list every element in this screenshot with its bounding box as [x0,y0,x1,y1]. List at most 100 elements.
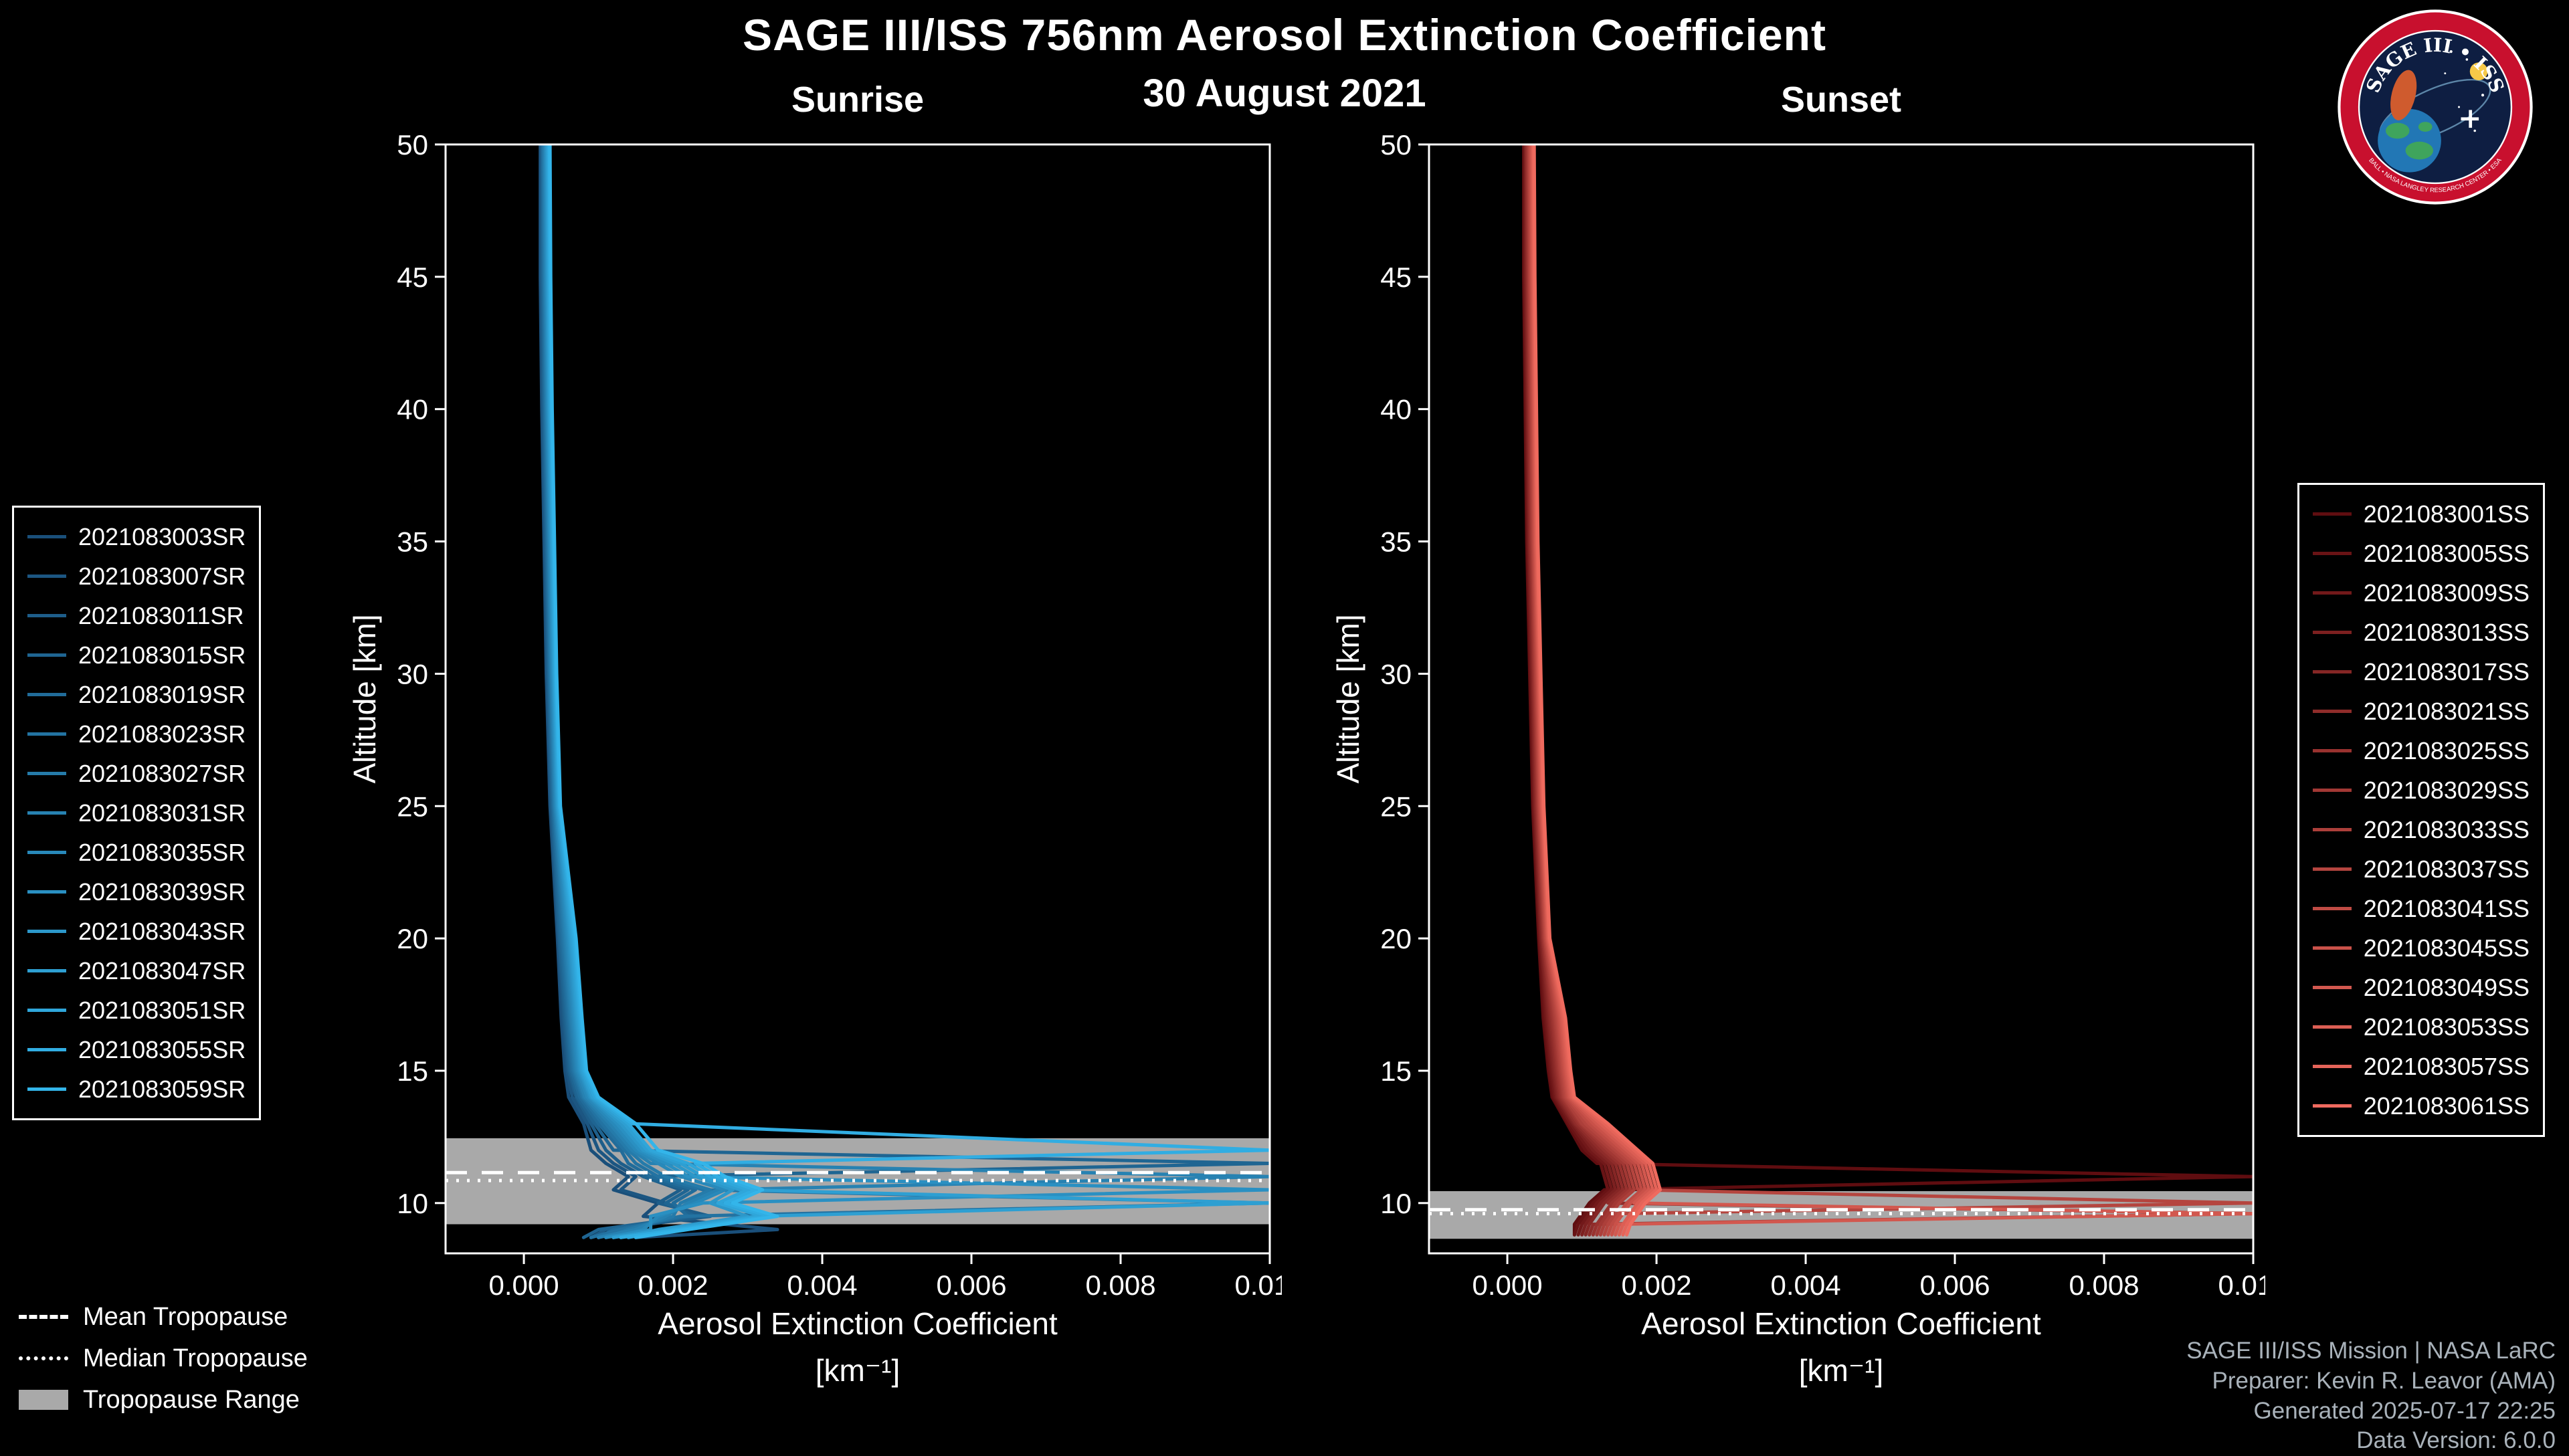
legend-item-label: 2021083045SS [2363,934,2530,962]
sunset-panel-title: Sunset [1780,80,1902,120]
legend-line-swatch [2312,552,2352,555]
y-tick-label: 40 [397,394,428,425]
logo-stars [2444,50,2485,132]
legend-line-swatch [2312,907,2352,910]
legend-item-label: 2021083019SR [78,680,246,708]
legend-line-swatch [27,772,66,775]
sunrise-x-axis-units: [km⁻¹] [815,1353,900,1388]
y-tick-label: 30 [397,658,428,690]
sunset-legend: 2021083001SS 2021083005SS 2021083009SS 2021… [2297,483,2545,1137]
x-tick-label: 0.008 [1085,1269,1155,1301]
logo-sun-icon [2469,62,2488,81]
sunrise-plot: 0.000 0.002 0.004 0.006 0.008 0.010 10 15 20 25 30… [359,129,1305,1320]
sunset-chart-svg: 0.000 0.002 0.004 0.006 0.008 0.010 10 15 20 25 30… [1380,129,2288,1301]
legend-item-label: 2021083001SS [2363,500,2530,528]
x-tick-label: 0.004 [1770,1269,1840,1301]
legend-line-swatch [2312,512,2352,516]
legend-item: 2021083019SR [27,675,246,714]
legend-item-label: 2021083005SS [2363,539,2530,567]
legend-line-swatch [2312,789,2352,792]
sunrise-panel-title: Sunrise [791,80,925,120]
legend-line-swatch [27,969,66,972]
logo-earth-icon [2378,108,2441,173]
legend-line-swatch [27,851,66,854]
x-tick-label: 0.010 [2218,1269,2265,1301]
legend-item-label: 2021083049SS [2363,973,2530,1001]
sunrise-x-axis-label: Aerosol Extinction Coefficient [658,1306,1058,1341]
legend-item-label: 2021083039SR [78,877,246,906]
legend-line-swatch [2312,946,2352,950]
logo-earth-land [2386,122,2434,160]
legend-line-swatch [2312,1025,2352,1029]
dashed-line-swatch [19,1315,68,1319]
legend-item: 2021083005SS [2312,534,2530,573]
legend-item-label: 2021083037SS [2363,855,2530,883]
legend-line-swatch [2312,670,2352,673]
legend-line-swatch [2312,1104,2352,1108]
legend-item: 2021083013SS [2312,613,2530,652]
y-tick-label: 40 [1380,394,1412,425]
legend-item: 2021083015SR [27,635,246,675]
figure-title: SAGE III/ISS 756nm Aerosol Extinction Co… [743,10,1826,60]
sunset-x-axis-label: Aerosol Extinction Coefficient [1641,1306,2041,1341]
legend-item-label: 2021083009SS [2363,579,2530,607]
y-tick-label: 15 [397,1055,428,1087]
legend-item: 2021083007SR [27,556,246,596]
legend-item: 2021083045SS [2312,928,2530,968]
x-tick-label: 0.008 [2069,1269,2139,1301]
x-tick-label: 0.004 [787,1269,857,1301]
y-tick-label: 20 [397,923,428,954]
y-tick-label: 20 [1380,923,1412,954]
legend-item-label: 2021083055SR [78,1035,246,1063]
y-tick-label: 25 [397,791,428,822]
legend-item-label: 2021083029SS [2363,776,2530,804]
tropopause-legend-range-label: Tropopause Range [83,1385,300,1414]
legend-line-swatch [27,1009,66,1012]
legend-item-label: 2021083017SS [2363,657,2530,686]
sunset-x-axis-units: [km⁻¹] [1798,1353,1884,1388]
y-tick-label: 35 [397,526,428,558]
sunrise-plot-frame [444,143,1271,1255]
legend-item: 2021083029SS [2312,770,2530,810]
legend-line-swatch [27,693,66,696]
sunrise-chart-svg: 0.000 0.002 0.004 0.006 0.008 0.010 10 15 20 25 30… [397,129,1305,1301]
legend-item-label: 2021083021SS [2363,697,2530,725]
legend-line-swatch [2312,828,2352,831]
tropopause-legend-mean: Mean Tropopause [19,1296,308,1338]
legend-item-label: 2021083053SS [2363,1013,2530,1041]
legend-item: 2021083023SR [27,714,246,754]
legend-item-label: 2021083059SR [78,1075,246,1103]
legend-line-swatch [27,1048,66,1051]
legend-item: 2021083061SS [2312,1086,2530,1126]
tropopause-legend-median: Median Tropopause [19,1338,308,1379]
tropopause-legend: Mean Tropopause Median Tropopause Tropop… [19,1296,308,1421]
legend-item: 2021083017SS [2312,652,2530,692]
credits-mission: SAGE III/ISS Mission | NASA LaRC [2186,1338,2556,1364]
credits-preparer: Preparer: Kevin R. Leavor (AMA) [2212,1367,2556,1394]
legend-item-label: 2021083051SR [78,996,246,1024]
y-tick-label: 35 [1380,526,1412,558]
legend-item: 2021083039SR [27,872,246,912]
legend-item-label: 2021083033SS [2363,815,2530,843]
y-tick-label: 30 [1380,658,1412,690]
legend-item-label: 2021083061SS [2363,1091,2530,1120]
legend-item: 2021083001SS [2312,494,2530,534]
y-tick-label: 25 [1380,791,1412,822]
sunset-plot: 0.000 0.002 0.004 0.006 0.008 0.010 10 15 20 25 30… [1342,129,2288,1320]
y-tick-label: 10 [1380,1188,1412,1219]
legend-item: 2021083011SR [27,596,246,635]
legend-line-swatch [27,653,66,657]
legend-item-label: 2021083027SR [78,759,246,787]
credits-generated: Generated 2025-07-17 22:25 [2253,1397,2556,1424]
legend-item: 2021083049SS [2312,968,2530,1007]
legend-item: 2021083031SR [27,793,246,833]
legend-item: 2021083035SR [27,833,246,872]
legend-line-swatch [27,575,66,578]
legend-item: 2021083003SR [27,517,246,556]
legend-item-label: 2021083025SS [2363,736,2530,764]
legend-item: 2021083053SS [2312,1007,2530,1047]
x-tick-label: 0.006 [936,1269,1006,1301]
legend-item: 2021083037SS [2312,849,2530,889]
legend-line-swatch [27,535,66,538]
sunset-profile-line [1532,144,1662,1237]
